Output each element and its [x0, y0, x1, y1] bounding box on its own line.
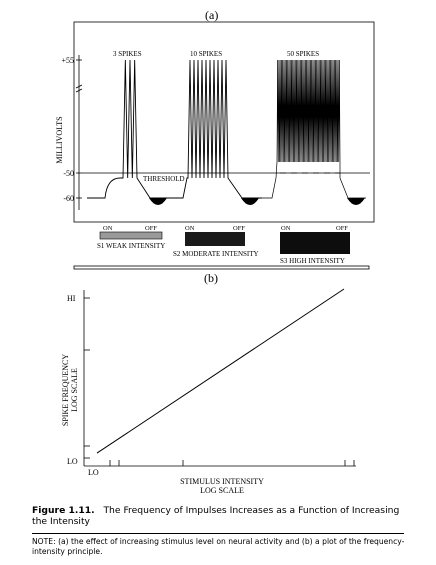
- panel-a-y-label: MILLIVOLTS: [55, 116, 64, 163]
- threshold-label: THRESHOLD: [143, 175, 185, 183]
- panel-b-label: (b): [204, 271, 218, 285]
- figure-caption: Figure 1.11. The Frequency of Impulses I…: [32, 505, 412, 527]
- axis-break-mark: [75, 84, 83, 89]
- figure-label: Figure 1.11.: [32, 505, 95, 516]
- hyperpolarization-dip: [149, 198, 167, 205]
- spike-train-3: [254, 59, 366, 199]
- figure-note: NOTE: (a) the effect of increasing stimu…: [32, 537, 405, 556]
- spike-count-label: 3 SPIKES: [113, 50, 142, 58]
- stim-on-label: ON: [281, 225, 291, 232]
- stim-on-label: ON: [185, 225, 195, 232]
- stim-off-label: OFF: [336, 225, 348, 232]
- spike-trains: [87, 59, 366, 205]
- panel-separator: [73, 265, 370, 270]
- stimulus-bar-moderate: [185, 232, 245, 246]
- y-tick-label-plus55: +55: [61, 56, 74, 65]
- stimulus-label-moderate: S2 MODERATE INTENSITY: [173, 250, 259, 258]
- stim-off-label: OFF: [233, 225, 245, 232]
- panel-a-frame: [73, 21, 375, 223]
- y-tick-label-minus50: -50: [63, 169, 74, 178]
- axis-break-mark: [75, 88, 83, 93]
- spike-count-label: 10 SPIKES: [190, 50, 222, 58]
- spike-train-1: [87, 59, 166, 199]
- x-tick-label-lo: LO: [88, 468, 99, 477]
- stimulus-bar-high: [280, 232, 350, 254]
- stim-on-label: ON: [103, 225, 113, 232]
- stimulus-label-weak: S1 WEAK INTENSITY: [97, 242, 165, 250]
- panel-b-x-label-line2: LOG SCALE: [200, 486, 244, 495]
- spike-count-label: 50 SPIKES: [287, 50, 319, 58]
- hyperpolarization-dip: [347, 198, 365, 205]
- stimulus-label-high: S3 HIGH INTENSITY: [280, 257, 345, 265]
- y-tick-label-hi: HI: [67, 294, 76, 303]
- stimulus-bar-weak: [99, 231, 163, 240]
- y-tick-label-lo: LO: [67, 457, 78, 466]
- figure-caption-text: The Frequency of Impulses Increases as a…: [32, 505, 400, 527]
- hyperpolarization-dip: [241, 198, 259, 205]
- figure-1-11: (a) +55 -50 -60 MILLIVOLTS THRESHOLD 3 S…: [55, 8, 375, 495]
- y-tick-label-minus60: -60: [63, 194, 74, 203]
- panel-a-label: (a): [205, 8, 218, 22]
- stim-off-label: OFF: [145, 225, 157, 232]
- spike-train-2: [165, 59, 262, 199]
- frequency-intensity-line: [96, 288, 345, 454]
- caption-rule: [32, 533, 404, 534]
- panel-b-y-label-line1: SPIKE FREQUENCY: [61, 354, 70, 426]
- panel-b-y-label-line2: LOG SCALE: [70, 368, 79, 412]
- panel-b-x-label-line1: STIMULUS INTENSITY: [180, 477, 264, 486]
